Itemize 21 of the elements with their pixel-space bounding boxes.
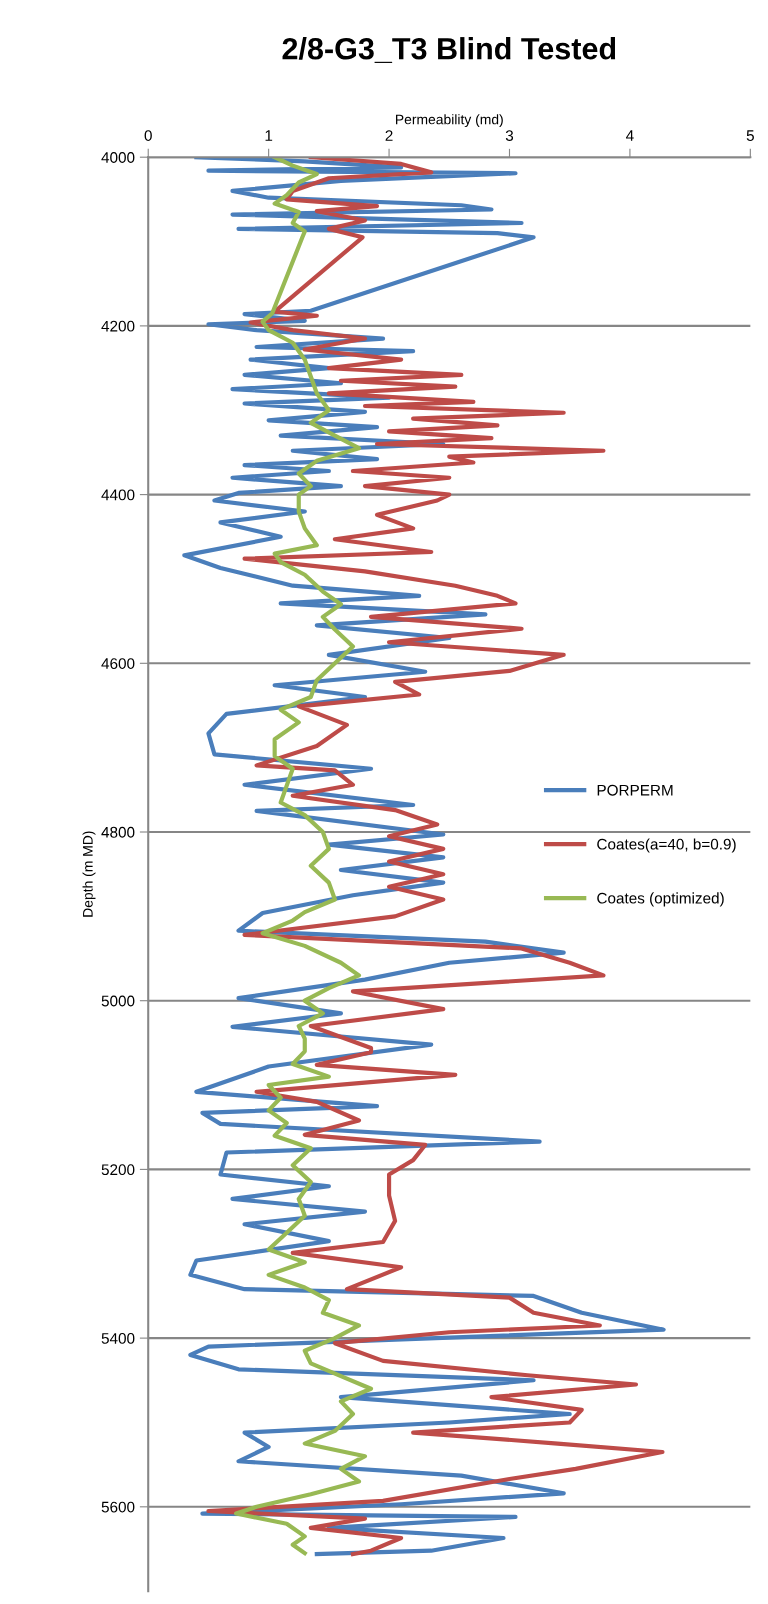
y-tick-label: 5400	[101, 1332, 135, 1344]
y-tick-label: 5600	[101, 1501, 135, 1513]
y-tick-label: 4000	[101, 152, 135, 163]
y-tick-label: 5000	[101, 995, 135, 1007]
x-tick-label: 0	[144, 130, 152, 141]
x-tick-label: 4	[626, 130, 634, 141]
x-tick-label: 5	[746, 130, 754, 141]
y-tick-label: 5200	[101, 1164, 135, 1176]
chart-title: 2/8-G3_T3 Blind Tested	[282, 37, 616, 63]
legend-label: PORPERM	[597, 784, 673, 796]
y-tick-label: 4400	[101, 489, 135, 501]
x-tick-label: 3	[505, 130, 514, 141]
y-tick-label: 4600	[101, 658, 135, 669]
y-tick-label: 4200	[101, 320, 135, 332]
y-tick-label: 4800	[101, 826, 135, 838]
x-tick-label: 2	[385, 130, 393, 141]
x-tick-label: 1	[265, 130, 273, 141]
y-axis-title: Depth (m MD)	[82, 831, 96, 917]
x-axis-title: Permeability (md)	[396, 114, 503, 128]
legend-label: Coates (optimized)	[597, 892, 724, 907]
legend-label: Coates(a=40, b=0.9)	[597, 838, 736, 853]
